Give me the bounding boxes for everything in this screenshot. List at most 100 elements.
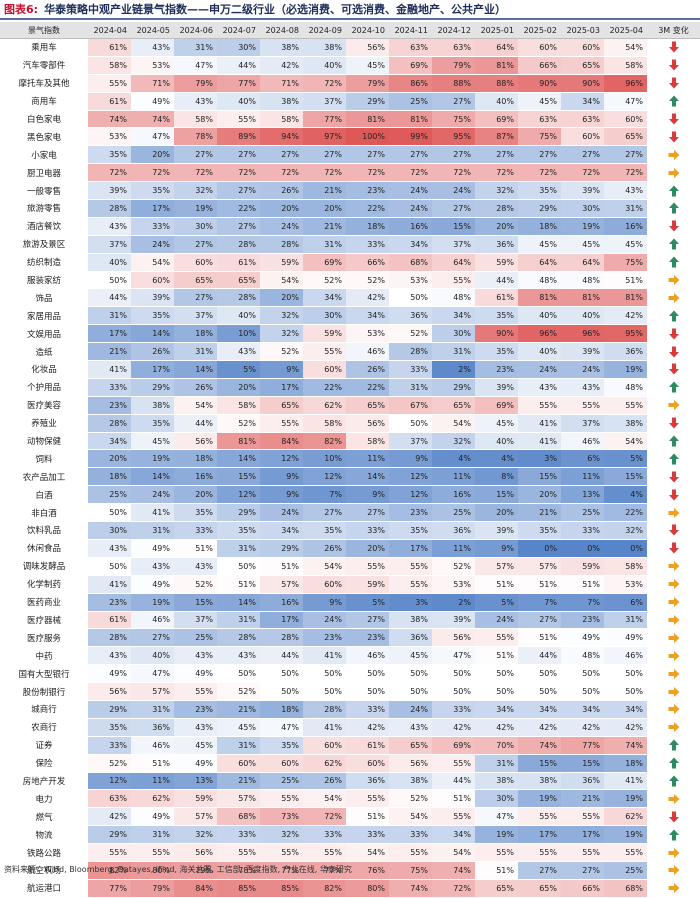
heat-cell: 16% <box>432 485 475 505</box>
heat-cell: 41% <box>303 718 346 737</box>
row-label: 中药 <box>0 646 88 666</box>
heat-cell: 21% <box>217 700 260 719</box>
table-row: 航运港口 77% 79% 84% 85% 85% 82% 80% 74% 72% 65% 65% 66%… <box>0 879 700 898</box>
arrow-right-icon <box>668 793 679 804</box>
heat-cell: 33% <box>88 378 131 397</box>
heat-cell: 60% <box>131 271 174 290</box>
heat-cell: 36% <box>389 628 432 648</box>
heat-cell: 16% <box>389 217 432 236</box>
heat-cell: 45% <box>131 432 174 451</box>
heat-cell: 44% <box>174 414 217 433</box>
arrow-down-icon <box>668 417 679 429</box>
heat-cell: 71% <box>260 74 303 93</box>
heat-cell: 45% <box>389 646 432 666</box>
heat-cell: 49% <box>604 628 647 648</box>
heat-cell: 27% <box>518 145 561 165</box>
trend-cell <box>647 199 700 218</box>
heat-cell: 52% <box>260 342 303 362</box>
trend-cell <box>647 485 700 505</box>
heat-cell: 52% <box>88 754 131 773</box>
heat-cell: 39% <box>131 288 174 308</box>
heat-cell: 50% <box>389 414 432 433</box>
column-header: 2025-02 <box>518 22 561 39</box>
heat-cell: 68% <box>389 253 432 272</box>
heat-cell: 38% <box>389 772 432 791</box>
heat-cell: 41% <box>131 503 174 523</box>
heat-cell: 28% <box>475 199 518 218</box>
heat-cell: 50% <box>432 664 475 684</box>
heat-cell: 54% <box>389 807 432 827</box>
heat-cell: 10% <box>303 449 346 469</box>
heat-cell: 32% <box>475 181 518 201</box>
heat-cell: 55% <box>260 843 303 862</box>
trend-cell <box>647 306 700 326</box>
heat-cell: 82% <box>303 432 346 451</box>
heat-cell: 39% <box>561 181 604 201</box>
heat-cell: 90% <box>518 74 561 93</box>
trend-cell <box>647 342 700 362</box>
heat-cell: 69% <box>475 110 518 129</box>
heat-cell: 14% <box>131 467 174 487</box>
heat-cell: 55% <box>432 807 475 827</box>
heat-cell: 28% <box>217 235 260 254</box>
heat-cell: 31% <box>475 754 518 773</box>
heat-cell: 33% <box>217 825 260 845</box>
heat-cell: 50% <box>217 664 260 684</box>
heat-cell: 32% <box>174 181 217 201</box>
heat-cell: 63% <box>432 38 475 57</box>
heat-cell: 72% <box>389 163 432 183</box>
heat-cell: 45% <box>561 235 604 254</box>
heat-cell: 28% <box>260 235 303 254</box>
arrow-right-icon <box>668 686 679 697</box>
heat-cell: 35% <box>88 718 131 737</box>
heat-cell: 12% <box>389 467 432 487</box>
trend-cell <box>647 628 700 648</box>
heat-cell: 27% <box>217 217 260 236</box>
trend-cell <box>647 700 700 719</box>
row-label: 文娱用品 <box>0 324 88 344</box>
arrow-down-icon <box>668 346 679 358</box>
heat-cell: 7% <box>561 593 604 612</box>
row-label: 商用车 <box>0 92 88 111</box>
heat-cell: 43% <box>174 92 217 111</box>
heat-cell: 62% <box>131 789 174 809</box>
heat-cell: 64% <box>432 253 475 272</box>
heat-cell: 42% <box>88 807 131 827</box>
heat-cell: 61% <box>346 736 389 755</box>
heat-cell: 55% <box>432 754 475 773</box>
heat-cell: 77% <box>217 74 260 93</box>
row-label: 旅游零售 <box>0 199 88 218</box>
row-label: 酒店餐饮 <box>0 217 88 236</box>
heat-cell: 31% <box>217 611 260 630</box>
heat-cell: 20% <box>88 449 131 469</box>
heat-cell: 51% <box>475 861 518 880</box>
trend-cell <box>647 378 700 397</box>
table-row: 酒店餐饮 43% 33% 30% 27% 24% 21% 18% 16% 15% 20% 18% 19%… <box>0 217 700 236</box>
heat-cell: 40% <box>518 306 561 326</box>
heat-cell: 40% <box>561 306 604 326</box>
heat-cell: 46% <box>131 736 174 755</box>
arrow-right-icon <box>668 507 679 518</box>
table-row: 休闲食品 43% 49% 51% 31% 29% 26% 20% 17% 11% 9% 0% 0% 0% <box>0 539 700 558</box>
table-row: 中药 43% 40% 43% 43% 44% 41% 46% 45% 47% 51% 44% 48% 46… <box>0 646 700 666</box>
heat-cell: 52% <box>217 682 260 701</box>
heat-cell: 38% <box>518 772 561 791</box>
column-header: 2024-04 <box>88 22 131 39</box>
heat-cell: 60% <box>303 736 346 755</box>
table-row: 航空机场 82% 80% 79% 78% 77% 77% 76% 75% 74% 51% 27% 27%… <box>0 861 700 880</box>
heat-cell: 72% <box>303 163 346 183</box>
arrow-down-icon <box>668 363 679 375</box>
arrow-down-icon <box>668 524 679 536</box>
heat-cell: 27% <box>303 145 346 165</box>
row-label: 铁路公路 <box>0 843 88 862</box>
heat-cell: 40% <box>217 92 260 111</box>
heat-cell: 35% <box>260 736 303 755</box>
heat-cell: 31% <box>217 736 260 755</box>
heat-cell: 66% <box>518 56 561 75</box>
row-label: 旅游及景区 <box>0 235 88 254</box>
heat-cell: 75% <box>604 253 647 272</box>
heat-cell: 79% <box>131 879 174 898</box>
arrow-down-icon <box>668 77 679 89</box>
table-row: 农产品加工 18% 14% 16% 15% 9% 12% 14% 12% 11% 8% 15% 11% 1… <box>0 467 700 487</box>
heat-cell: 31% <box>131 700 174 719</box>
